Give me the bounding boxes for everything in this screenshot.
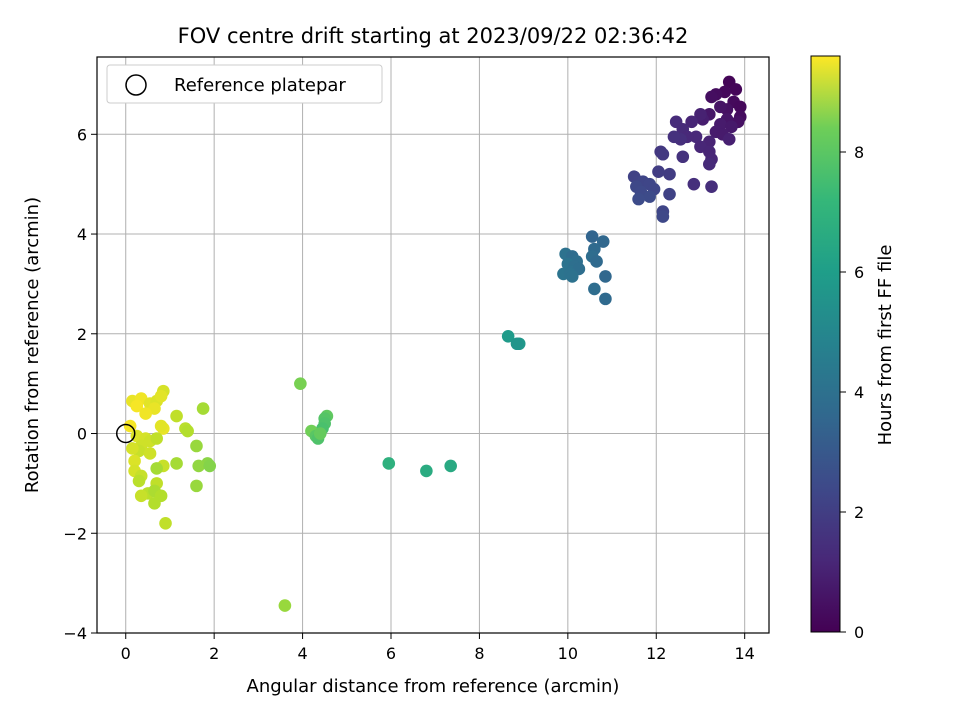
y-axis-ticks: −4 −2 0 2 4 6 [63,125,97,643]
data-point [656,210,670,223]
data-point [703,157,716,171]
data-point [510,337,524,351]
legend-label: Reference platepar [174,75,346,96]
reference-platepar-marker [115,423,136,444]
data-point [420,464,433,478]
data-point [170,409,183,423]
data-point [687,177,701,191]
legend: Reference platepar [106,64,383,104]
x-axis-label: Angular distance from reference (arcmin) [247,676,620,697]
colorbar-tick-label: 0 [854,623,864,642]
x-tick-label: 4 [297,644,307,663]
data-point [501,329,515,343]
data-point [725,120,738,134]
data-point [143,447,157,460]
data-point [733,100,747,114]
plot-frame [96,56,770,634]
data-point [689,130,703,144]
data-point [643,190,656,203]
x-tick-label: 10 [558,644,578,663]
colorbar: 0 2 4 6 8 Hours from first FF file [810,55,896,642]
data-point [150,432,163,445]
data-point [444,459,457,473]
data-point [203,459,217,473]
data-point [656,147,670,161]
data-point [170,457,183,470]
colorbar-tick-label: 6 [854,263,864,282]
data-point [154,419,168,433]
data-point [126,442,139,455]
data-point [196,402,210,415]
y-tick-label: 4 [77,225,87,244]
data-point [192,459,205,473]
data-point [139,407,152,420]
data-point [694,108,707,121]
data-point [132,474,146,488]
data-point [714,100,727,114]
colorbar-tick-label: 2 [854,503,864,522]
data-point [181,424,194,438]
legend-marker-icon [125,74,147,96]
data-point [663,187,676,201]
data-point [588,282,601,296]
data-point [676,150,690,164]
data-point [590,255,603,268]
data-point [585,230,599,243]
colorbar-label: Hours from first FF file [875,245,896,446]
data-point [599,292,612,306]
x-tick-label: 12 [646,644,666,663]
y-tick-label: 2 [77,325,87,344]
data-point [313,427,327,440]
y-tick-label: 6 [77,125,87,144]
x-tick-label: 8 [474,644,484,663]
data-point [150,462,163,475]
data-point [134,489,148,503]
grid [97,57,769,634]
data-point [685,115,698,129]
x-axis-ticks: 0 2 4 6 8 10 12 14 [121,633,755,663]
data-point [278,599,292,612]
data-point [294,377,307,390]
colorbar-tick-label: 8 [854,143,864,162]
y-tick-label: 0 [77,425,87,444]
y-axis-label: Rotation from reference (arcmin) [22,197,43,493]
chart-title: FOV centre drift starting at 2023/09/22 … [178,24,689,48]
data-point [596,235,610,248]
colorbar-ticks: 0 2 4 6 8 [840,143,864,642]
data-point [154,389,168,403]
data-point [663,167,676,181]
data-point [159,516,172,530]
data-point [148,497,161,510]
y-tick-label: −4 [63,624,87,643]
colorbar-tick-label: 4 [854,383,864,402]
data-point [565,270,579,283]
data-point [652,165,665,179]
x-tick-label: 6 [386,644,396,663]
legend-box [106,64,383,104]
data-point [705,90,718,104]
x-tick-label: 0 [121,644,131,663]
data-point [632,192,645,206]
data-point [599,270,612,283]
data-point [190,479,203,493]
data-point [128,454,141,468]
data-point [382,457,396,470]
data-point [729,83,743,96]
y-tick-label: −2 [63,524,87,543]
data-point [130,399,144,413]
data-point [705,180,718,193]
data-point [190,439,203,453]
colorbar-gradient [810,55,841,633]
x-tick-label: 2 [209,644,219,663]
data-point [667,130,681,144]
x-tick-label: 14 [735,644,755,663]
data-point [722,132,736,146]
data-points [123,75,747,612]
